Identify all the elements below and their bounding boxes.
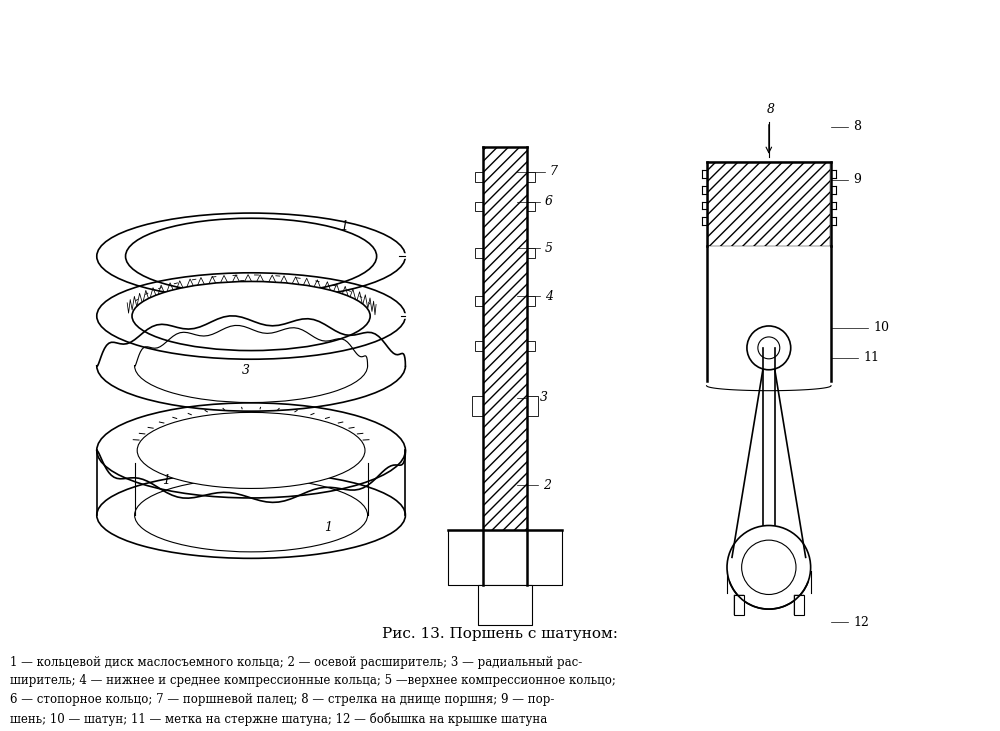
Bar — [527, 296, 535, 306]
Text: 1 — кольцевой диск маслосъемного кольца; 2 — осевой расширитель; 3 — радиальный : 1 — кольцевой диск маслосъемного кольца;… — [10, 656, 582, 669]
Bar — [527, 172, 535, 181]
Ellipse shape — [132, 281, 370, 351]
Text: 1: 1 — [543, 558, 551, 572]
Text: ширитель; 4 — нижнее и среднее компрессионные кольца; 5 —верхнее компрессионное : ширитель; 4 — нижнее и среднее компресси… — [10, 675, 616, 687]
Bar — [478, 585, 532, 625]
Text: 10: 10 — [873, 322, 889, 335]
Bar — [708, 162, 830, 246]
Bar — [527, 249, 535, 258]
Text: 3: 3 — [242, 364, 250, 377]
Bar — [448, 530, 562, 585]
Text: 6: 6 — [545, 195, 553, 208]
Bar — [794, 595, 804, 615]
Bar — [527, 202, 535, 211]
Text: 11: 11 — [863, 352, 879, 364]
Text: 7: 7 — [550, 165, 558, 178]
Bar — [478, 585, 532, 625]
Text: 6 — стопорное кольцо; 7 — поршневой палец; 8 — стрелка на днище поршня; 9 — пор-: 6 — стопорное кольцо; 7 — поршневой пале… — [10, 694, 555, 706]
Text: 3: 3 — [540, 391, 548, 404]
Text: 5: 5 — [545, 242, 553, 255]
Bar — [448, 530, 562, 585]
Ellipse shape — [126, 219, 377, 295]
Text: Рис. 13. Поршень с шатуном:: Рис. 13. Поршень с шатуном: — [382, 626, 618, 640]
Bar — [472, 395, 483, 416]
Text: 1: 1 — [162, 474, 170, 487]
Text: 2: 2 — [543, 479, 551, 492]
Text: 4: 4 — [545, 289, 553, 303]
Text: 2: 2 — [237, 280, 245, 292]
Text: 9: 9 — [853, 173, 861, 186]
Text: 1: 1 — [324, 520, 332, 534]
Bar — [527, 341, 535, 351]
Text: 8: 8 — [767, 103, 775, 116]
Bar — [734, 595, 744, 615]
Bar — [475, 341, 483, 351]
Text: 1: 1 — [340, 219, 348, 232]
Text: 8: 8 — [853, 121, 861, 133]
Ellipse shape — [137, 412, 365, 488]
Bar — [475, 202, 483, 211]
Bar — [794, 595, 804, 615]
Bar — [475, 249, 483, 258]
Text: 12: 12 — [853, 616, 869, 629]
Bar — [734, 595, 744, 615]
Bar — [527, 395, 538, 416]
Bar — [475, 296, 483, 306]
Text: шень; 10 — шатун; 11 — метка на стержне шатуна; 12 — бобышка на крышке шатуна: шень; 10 — шатун; 11 — метка на стержне … — [10, 712, 547, 726]
Bar — [483, 147, 527, 585]
Bar — [475, 172, 483, 181]
